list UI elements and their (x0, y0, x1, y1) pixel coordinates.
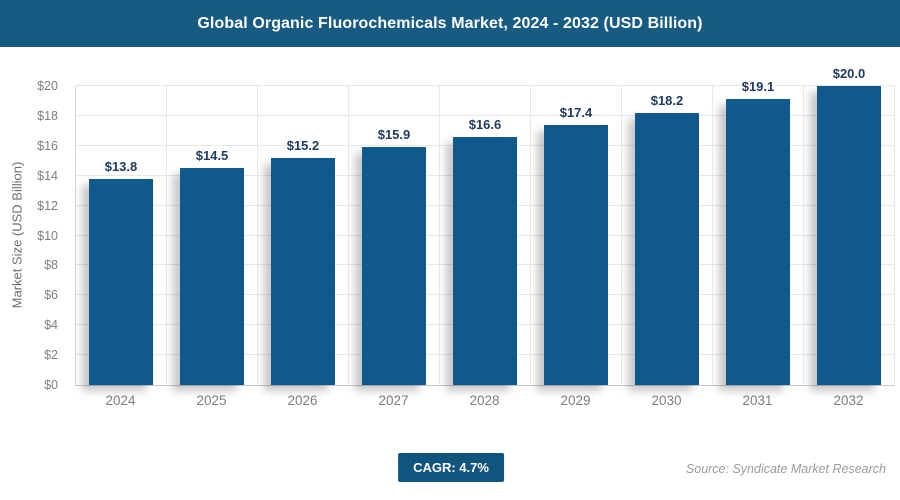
x-tick-label: 2024 (105, 393, 136, 408)
y-tick-label: $4 (44, 318, 58, 333)
bar-2032: $20.0 (816, 66, 882, 385)
gridline (76, 85, 895, 86)
x-axis-tick-labels: 2024 2025 2026 2027 2028 2029 2030 2031 2032 (75, 393, 894, 408)
bar-2027: $15.9 (361, 127, 427, 385)
bar-2028: $16.6 (452, 117, 518, 385)
chart-area: Market Size (USD Billion) $0 $2 $4 $6 $8 $10 $… (0, 47, 900, 412)
x-tick-label: 2026 (287, 393, 318, 408)
x-tick-label: 2031 (742, 393, 773, 408)
y-tick-label: $10 (37, 228, 58, 243)
bar-2031: $19.1 (725, 79, 791, 385)
bar-column-2024: $13.8 (76, 86, 167, 385)
y-tick-label: $14 (37, 168, 58, 183)
cagr-badge: CAGR: 4.7% (398, 453, 504, 482)
plot-area: $13.8 $14.5 $15.2 $15.9 $16.6 $17.4 $18.2 $19.1… (75, 66, 895, 386)
y-tick-label: $8 (44, 258, 58, 273)
y-tick-label: $6 (44, 288, 58, 303)
bar-2026: $15.2 (270, 138, 336, 385)
chart-title-bar: Global Organic Fluorochemicals Market, 2… (0, 0, 900, 47)
bar-column-2027: $15.9 (349, 86, 440, 385)
bar-column-2029: $17.4 (531, 86, 622, 385)
bar-value-label: $15.9 (377, 127, 411, 143)
bar-2029: $17.4 (543, 105, 609, 385)
bar-value-label: $20.0 (832, 66, 866, 81)
bar-column-2032: $20.0 (804, 66, 895, 385)
y-tick-label: $2 (44, 348, 58, 363)
bar-column-2028: $16.6 (440, 86, 531, 385)
chart-title: Global Organic Fluorochemicals Market, 2… (197, 14, 703, 32)
chart-footer: CAGR: 4.7% Source: Syndicate Market Rese… (0, 445, 900, 500)
x-tick-label: 2025 (196, 393, 227, 408)
bar-2030: $18.2 (634, 93, 700, 385)
bar-value-label: $18.2 (650, 92, 684, 108)
bar-2025: $14.5 (179, 148, 245, 385)
bar-value-label: $16.6 (468, 116, 502, 132)
y-tick-label: $18 (37, 108, 58, 123)
bar-column-2030: $18.2 (622, 86, 713, 385)
y-tick-label: $0 (44, 378, 58, 392)
bar-value-label: $14.5 (195, 148, 229, 164)
bar-value-label: $13.8 (104, 158, 138, 174)
bar-2024: $13.8 (88, 159, 154, 385)
x-tick-label: 2032 (833, 393, 864, 408)
y-axis-tick-labels: $0 $2 $4 $6 $8 $10 $12 $14 $16 $18 $20 (0, 79, 66, 392)
bar-column-2031: $19.1 (713, 79, 804, 385)
x-tick-label: 2030 (651, 393, 682, 408)
x-tick-label: 2027 (378, 393, 409, 408)
bar-value-label: $19.1 (741, 79, 775, 95)
x-tick-label: 2028 (469, 393, 500, 408)
bar-value-label: $15.2 (286, 137, 320, 153)
x-tick-label: 2029 (560, 393, 591, 408)
source-credit: Source: Syndicate Market Research (685, 462, 886, 476)
bar-column-2026: $15.2 (258, 86, 349, 385)
gridline (76, 114, 895, 116)
y-tick-label: $12 (37, 198, 58, 213)
bar-value-label: $17.4 (559, 104, 593, 120)
bar-column-2025: $14.5 (167, 86, 258, 385)
y-tick-label: $20 (37, 79, 58, 93)
y-tick-label: $16 (37, 138, 58, 153)
